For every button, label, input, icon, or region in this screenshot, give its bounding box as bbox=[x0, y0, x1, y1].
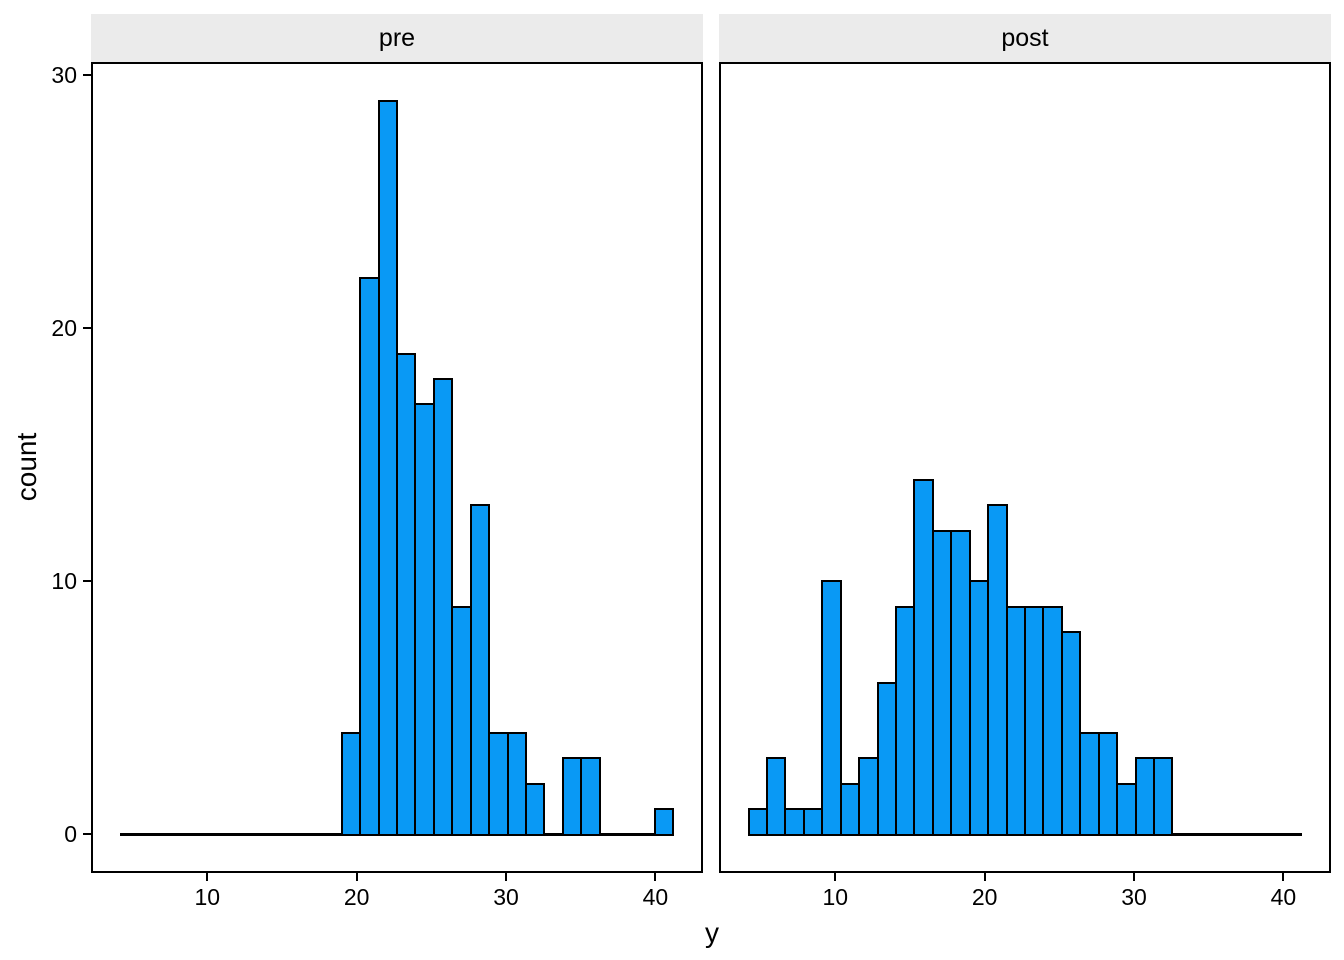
facet-panel-post bbox=[719, 62, 1331, 873]
histogram-bar bbox=[1152, 757, 1174, 836]
y-tick-label: 20 bbox=[51, 315, 77, 342]
histogram-bar bbox=[653, 808, 675, 836]
y-axis-title: count bbox=[11, 432, 42, 502]
facet-panel-pre bbox=[91, 62, 703, 873]
histogram-bar bbox=[414, 403, 435, 836]
histogram-bar bbox=[839, 782, 861, 836]
histogram-bar bbox=[1023, 605, 1045, 836]
histogram-bar bbox=[469, 504, 491, 836]
histogram-bar bbox=[506, 732, 527, 836]
histogram-bar bbox=[784, 808, 805, 836]
x-tick-label: 40 bbox=[1270, 884, 1297, 910]
histogram-bar bbox=[802, 808, 824, 836]
histogram-bar bbox=[913, 479, 934, 836]
histogram-bar bbox=[1060, 630, 1082, 836]
x-tick-label: 30 bbox=[493, 884, 519, 910]
y-tick-label: 30 bbox=[51, 62, 77, 89]
y-tick-mark bbox=[83, 580, 91, 583]
histogram-bar bbox=[766, 757, 787, 836]
histogram-bar bbox=[1079, 732, 1100, 836]
x-tick-mark bbox=[834, 873, 837, 881]
x-tick-label: 20 bbox=[343, 884, 370, 910]
histogram-bar bbox=[858, 757, 879, 836]
histogram-bar bbox=[432, 377, 454, 836]
histogram-bar bbox=[561, 757, 583, 836]
x-tick-mark bbox=[1282, 873, 1285, 881]
histogram-bar bbox=[950, 529, 971, 836]
facet-strip-pre: pre bbox=[91, 14, 703, 62]
y-tick-mark bbox=[83, 327, 91, 330]
histogram-bar bbox=[1134, 757, 1155, 836]
histogram-bar bbox=[1042, 605, 1063, 836]
y-tick-label: 10 bbox=[51, 568, 77, 595]
histogram-bar bbox=[488, 732, 509, 836]
histogram-bar bbox=[1005, 605, 1026, 836]
histogram-bar bbox=[821, 580, 842, 836]
histogram-bar bbox=[747, 808, 769, 836]
x-tick-mark bbox=[654, 873, 657, 881]
histogram-bar bbox=[395, 352, 417, 836]
facet-strip-post: post bbox=[719, 14, 1331, 62]
facet-strip-label: post bbox=[1001, 23, 1049, 52]
histogram-bar bbox=[359, 276, 380, 836]
histogram-bar bbox=[876, 681, 898, 836]
facet-strip-label: pre bbox=[378, 23, 416, 52]
x-axis-title: y bbox=[705, 917, 719, 948]
y-tick-mark bbox=[83, 833, 91, 836]
y-tick-mark bbox=[83, 74, 91, 77]
histogram-bar bbox=[377, 99, 398, 836]
histogram-bar bbox=[987, 504, 1008, 836]
x-tick-label: 10 bbox=[822, 884, 849, 910]
histogram-bar bbox=[895, 605, 916, 836]
y-tick-label: 0 bbox=[64, 821, 77, 848]
histogram-bar bbox=[524, 782, 546, 836]
x-tick-label: 20 bbox=[971, 884, 998, 910]
x-tick-label: 10 bbox=[194, 884, 221, 910]
histogram-bar bbox=[1097, 732, 1119, 836]
x-tick-mark bbox=[1133, 873, 1136, 881]
x-tick-mark bbox=[983, 873, 986, 881]
x-tick-label: 40 bbox=[642, 884, 669, 910]
histogram-bar bbox=[451, 605, 472, 836]
x-tick-mark bbox=[206, 873, 209, 881]
x-tick-label: 30 bbox=[1121, 884, 1147, 910]
histogram-bar bbox=[968, 580, 990, 836]
x-tick-mark bbox=[355, 873, 358, 881]
x-tick-mark bbox=[505, 873, 508, 881]
histogram-bar bbox=[340, 732, 362, 836]
histogram-bar bbox=[1116, 782, 1137, 836]
histogram-bar bbox=[580, 757, 601, 836]
histogram-bar bbox=[931, 529, 953, 836]
